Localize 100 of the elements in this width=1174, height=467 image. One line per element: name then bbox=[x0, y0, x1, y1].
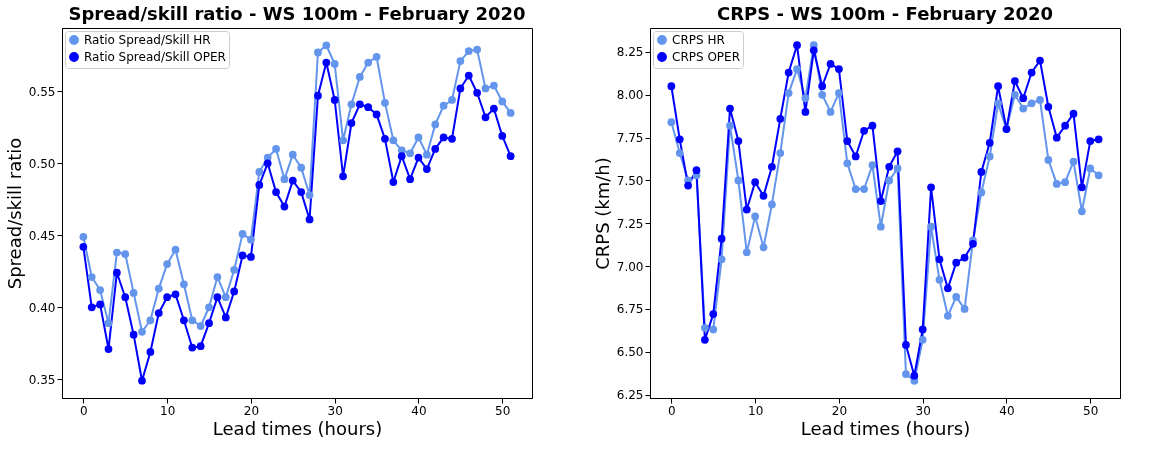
point bbox=[1086, 137, 1095, 145]
point bbox=[297, 188, 306, 196]
point bbox=[784, 89, 793, 97]
point bbox=[751, 178, 760, 187]
point bbox=[1027, 99, 1036, 108]
point bbox=[885, 162, 894, 171]
point bbox=[1061, 121, 1069, 130]
y-tick-label: 8.00 bbox=[616, 88, 644, 103]
point bbox=[154, 284, 163, 293]
point bbox=[768, 200, 776, 209]
point bbox=[121, 293, 130, 302]
point bbox=[297, 163, 306, 172]
point bbox=[801, 94, 810, 103]
y-tick-label: 0.45 bbox=[28, 228, 56, 243]
point bbox=[490, 81, 498, 90]
point bbox=[868, 161, 877, 169]
point bbox=[456, 84, 465, 93]
point bbox=[675, 135, 684, 144]
chart-title: Spread/skill ratio - WS 100m - February 2020 bbox=[68, 3, 526, 24]
x-tick-label: 10 bbox=[160, 403, 176, 418]
point bbox=[1044, 102, 1053, 111]
point bbox=[918, 325, 927, 334]
point bbox=[255, 181, 264, 189]
point bbox=[406, 175, 414, 184]
point bbox=[977, 188, 986, 197]
point bbox=[389, 178, 398, 186]
point bbox=[439, 133, 448, 142]
point bbox=[221, 293, 230, 302]
point bbox=[1086, 164, 1095, 173]
point bbox=[280, 202, 289, 211]
point bbox=[288, 176, 297, 185]
point bbox=[163, 293, 172, 302]
point bbox=[79, 232, 88, 241]
point bbox=[305, 215, 314, 224]
y-tick-label: 7.00 bbox=[616, 259, 644, 274]
y-tick-label: 6.50 bbox=[616, 345, 644, 360]
point bbox=[793, 41, 801, 49]
y-tick-label: 6.25 bbox=[616, 388, 644, 403]
point bbox=[288, 150, 297, 159]
point bbox=[104, 345, 113, 353]
point bbox=[902, 341, 910, 349]
legend-label: CRPS HR bbox=[672, 33, 725, 47]
point bbox=[851, 152, 860, 161]
point bbox=[994, 99, 1002, 108]
point bbox=[667, 118, 676, 127]
point bbox=[701, 335, 709, 344]
point bbox=[1061, 178, 1069, 187]
point bbox=[977, 168, 986, 176]
y-tick-label: 7.75 bbox=[616, 131, 644, 146]
point bbox=[759, 243, 768, 252]
point bbox=[985, 138, 994, 147]
legend-label: CRPS OPER bbox=[672, 50, 740, 64]
legend-label: Ratio Spread/Skill OPER bbox=[84, 50, 226, 64]
x-tick-label: 0 bbox=[80, 403, 88, 418]
point bbox=[347, 119, 356, 127]
point bbox=[230, 266, 239, 274]
point bbox=[113, 248, 121, 257]
point bbox=[389, 136, 398, 145]
point bbox=[381, 134, 389, 143]
x-tick-label: 50 bbox=[495, 403, 511, 418]
point bbox=[935, 275, 944, 284]
point bbox=[952, 258, 961, 267]
point bbox=[943, 311, 952, 320]
point bbox=[121, 250, 130, 258]
x-tick-label: 30 bbox=[327, 403, 343, 418]
point bbox=[1078, 183, 1086, 192]
point bbox=[776, 149, 785, 157]
point bbox=[1010, 77, 1019, 85]
point bbox=[860, 126, 868, 135]
point bbox=[180, 280, 188, 289]
point bbox=[339, 172, 347, 181]
point bbox=[330, 96, 339, 104]
point bbox=[893, 164, 902, 173]
y-tick-label: 0.55 bbox=[28, 84, 56, 99]
point bbox=[506, 152, 515, 160]
point bbox=[188, 316, 197, 325]
point bbox=[314, 48, 322, 57]
point bbox=[129, 330, 138, 339]
point bbox=[918, 335, 927, 344]
point bbox=[439, 101, 448, 110]
point bbox=[146, 316, 155, 325]
point bbox=[1094, 171, 1103, 180]
point bbox=[272, 188, 280, 196]
point bbox=[263, 159, 272, 168]
point bbox=[221, 313, 230, 322]
point bbox=[1078, 207, 1086, 216]
point bbox=[113, 268, 121, 277]
point bbox=[448, 96, 456, 104]
y-tick-label: 0.50 bbox=[28, 156, 56, 171]
point bbox=[734, 137, 743, 145]
point bbox=[1036, 96, 1044, 104]
point bbox=[826, 108, 835, 116]
point bbox=[196, 322, 205, 330]
point bbox=[742, 205, 751, 214]
point bbox=[205, 319, 213, 327]
x-tick-label: 40 bbox=[999, 403, 1015, 418]
point bbox=[994, 82, 1002, 91]
point bbox=[742, 248, 751, 257]
point bbox=[843, 159, 852, 168]
point bbox=[1052, 180, 1061, 188]
